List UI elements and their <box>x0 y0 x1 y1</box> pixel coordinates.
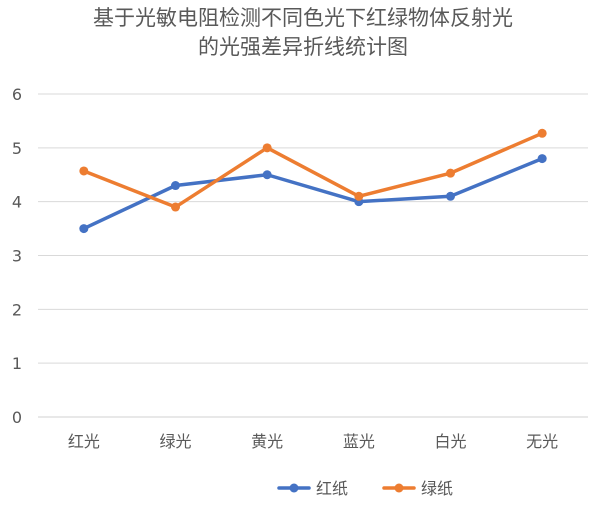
legend-item: 红纸 <box>277 479 348 498</box>
y-tick-label: 6 <box>12 85 22 104</box>
legend-label: 绿纸 <box>421 479 453 498</box>
x-tick-label: 白光 <box>434 432 466 451</box>
legend: 红纸 绿纸 <box>277 479 453 498</box>
data-point <box>537 154 547 164</box>
x-tick-label: 绿光 <box>159 432 191 451</box>
y-axis-tick-labels: 0 1 2 3 4 5 6 <box>12 85 22 427</box>
data-point <box>262 170 272 180</box>
x-axis-tick-labels: 红光 绿光 黄光 蓝光 白光 无光 <box>68 432 558 451</box>
data-point <box>79 166 89 176</box>
data-point <box>79 224 89 234</box>
series-1 <box>79 154 547 234</box>
data-point <box>262 143 272 153</box>
x-tick-label: 蓝光 <box>343 432 375 451</box>
series-line <box>82 156 544 231</box>
y-tick-label: 5 <box>12 139 22 158</box>
y-tick-label: 1 <box>12 354 22 373</box>
legend-item: 绿纸 <box>382 479 453 498</box>
y-tick-label: 3 <box>12 247 22 266</box>
data-point <box>537 128 547 138</box>
x-tick-label: 无光 <box>526 432 558 451</box>
chart-title-line-2: 的光强差异折线统计图 <box>198 35 408 59</box>
legend-marker <box>394 483 404 493</box>
chart-title: 基于光敏电阻检测不同色光下红绿物体反射光 的光强差异折线统计图 <box>93 6 513 59</box>
data-point <box>171 202 180 212</box>
y-tick-label: 4 <box>12 193 22 212</box>
x-tick-label: 黄光 <box>251 432 283 451</box>
series-line <box>82 131 544 209</box>
data-point <box>446 191 455 201</box>
legend-marker <box>289 483 299 493</box>
data-series <box>79 128 547 234</box>
chart-title-line-1: 基于光敏电阻检测不同色光下红绿物体反射光 <box>93 6 513 30</box>
data-point <box>171 181 180 191</box>
legend-label: 红纸 <box>316 479 348 498</box>
data-point <box>446 168 455 178</box>
x-tick-label: 红光 <box>68 432 100 451</box>
y-tick-label: 0 <box>12 408 22 427</box>
data-point <box>354 191 364 201</box>
gridlines <box>38 93 588 418</box>
series-2 <box>79 128 547 212</box>
y-tick-label: 2 <box>12 300 22 319</box>
